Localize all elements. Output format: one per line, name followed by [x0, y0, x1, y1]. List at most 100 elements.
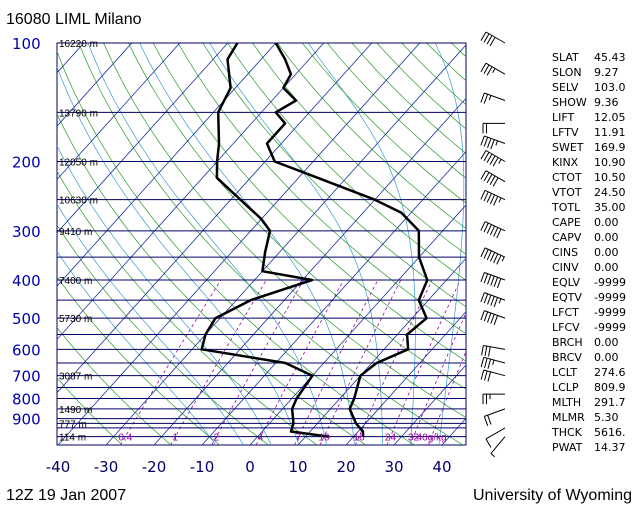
height-label: 777 m — [59, 419, 87, 430]
moist-adiabat-line — [467, 43, 535, 445]
wind-barb-flag — [489, 252, 496, 262]
stat-row-thck: THCK 5616. — [552, 425, 642, 440]
mixing-ratio-label: 40g/kg — [417, 433, 447, 444]
stat-value: 0.00 — [594, 231, 619, 244]
pressure-label: 100 — [12, 35, 41, 53]
wind-barb-flag — [480, 247, 486, 258]
wind-barb-flag — [483, 64, 490, 74]
wind-barb — [482, 393, 505, 405]
isotherm-line — [57, 43, 421, 445]
moist-adiabat-line — [139, 43, 355, 445]
dry-adiabat-line — [128, 43, 466, 390]
dry-adiabat-line — [152, 43, 466, 362]
wind-barb-flag — [483, 152, 490, 162]
dry-adiabat-line — [252, 43, 466, 255]
wind-barb-flag — [483, 273, 489, 284]
height-labels: 16220 m 13790 m 12050 m 10630 m 9410 m 7400 m… — [59, 39, 98, 444]
dry-adiabat-line — [57, 327, 172, 445]
wind-barb-flag — [493, 315, 499, 326]
wind-barb-flag — [487, 312, 492, 323]
wind-barb — [480, 189, 506, 206]
isotherm-line — [297, 257, 466, 445]
mixing-ratio-label: 7 — [296, 433, 302, 444]
moist-adiabat-line — [57, 203, 244, 445]
stat-key: SLAT — [552, 51, 579, 64]
wind-barb-flag — [480, 62, 487, 73]
wind-barb-half-flag — [501, 256, 505, 262]
mixing-ratio-label: 0.4 — [118, 433, 132, 444]
stat-key: BRCH — [552, 336, 583, 349]
stat-key: LCLT — [552, 366, 578, 379]
dry-adiabat-line — [57, 50, 415, 445]
wind-barb-flag — [492, 177, 499, 187]
stat-key: LIFT — [552, 111, 575, 124]
isotherm-line — [153, 97, 466, 445]
wind-barb-flag — [493, 253, 499, 264]
wind-barb-half-flag — [492, 68, 496, 74]
wind-barb-flag — [480, 31, 487, 41]
mixing-ratio-line — [409, 312, 466, 445]
footer-time: 12Z 19 Jan 2007 — [6, 487, 126, 504]
wind-barb-flag — [480, 369, 485, 380]
stat-key: SELV — [552, 81, 579, 94]
wind-barb-staff — [485, 427, 506, 440]
wind-barb — [482, 122, 505, 134]
wind-barb-flag — [487, 294, 492, 305]
footer-source: University of Wyoming — [473, 487, 632, 504]
wind-barb — [481, 345, 506, 357]
wind-barb-flag — [493, 297, 499, 308]
stat-value: 35.00 — [594, 201, 626, 214]
stat-key: VTOT — [552, 186, 582, 199]
height-label: 10630 m — [59, 196, 98, 207]
stat-value: -9999 — [594, 291, 626, 304]
wind-barb-flag — [490, 275, 495, 286]
wind-barb — [480, 150, 506, 167]
wind-barb-flag — [496, 278, 502, 289]
wind-barb-flag — [484, 358, 488, 369]
mixing-ratio-label: 2 — [214, 433, 220, 444]
wind-barb — [490, 436, 506, 458]
stat-value: 809.9 — [594, 381, 626, 394]
wind-barbs — [480, 31, 506, 458]
wind-barb — [480, 221, 506, 239]
wind-barb-half-flag — [490, 453, 496, 458]
height-label: 5730 m — [59, 314, 92, 325]
wind-barb-flag — [480, 92, 485, 103]
wind-barb-flag — [487, 274, 492, 285]
wind-barb-flag — [483, 293, 489, 304]
wind-barb-flag — [486, 250, 492, 261]
wind-barb — [480, 31, 506, 47]
stat-value: 11.91 — [594, 126, 626, 139]
wind-barb-flag — [480, 310, 485, 321]
pressure-label: 700 — [12, 368, 41, 386]
wind-barb-flag — [490, 139, 495, 150]
isobars — [57, 42, 466, 438]
pressure-label: 800 — [12, 391, 41, 409]
height-label: 13790 m — [59, 108, 98, 119]
stat-value: 103.0 — [594, 81, 626, 94]
height-label: 3087 m — [59, 372, 92, 383]
temperature-tick-label: 20 — [336, 458, 355, 476]
stat-key: LFCV — [552, 321, 580, 334]
stat-key: PWAT — [552, 441, 583, 454]
stat-row-mlmr: MLMR 5.30 — [552, 410, 642, 425]
wind-barb — [480, 170, 506, 187]
wind-barb-flag — [480, 135, 485, 146]
stat-value: 5616. — [594, 426, 626, 439]
stat-key: CAPV — [552, 231, 582, 244]
moist-adiabat-line — [57, 144, 272, 445]
moist-adiabat-line — [434, 43, 465, 445]
pressure-label: 900 — [12, 411, 41, 429]
moist-adiabat-line — [57, 66, 300, 445]
stat-key: EQTV — [552, 291, 582, 304]
stat-row-lfcv: LFCV -9999 — [552, 320, 642, 335]
wind-barb — [480, 272, 506, 289]
mixing-ratio-line — [170, 279, 267, 445]
wind-barb-half-flag — [498, 197, 502, 203]
mixing-ratio-label: 16 — [353, 433, 365, 444]
mixing-ratio-label: 4 — [258, 433, 264, 444]
wind-barb-flag — [483, 33, 490, 43]
stat-key: CINV — [552, 261, 579, 274]
height-label: 114 m — [59, 433, 86, 444]
